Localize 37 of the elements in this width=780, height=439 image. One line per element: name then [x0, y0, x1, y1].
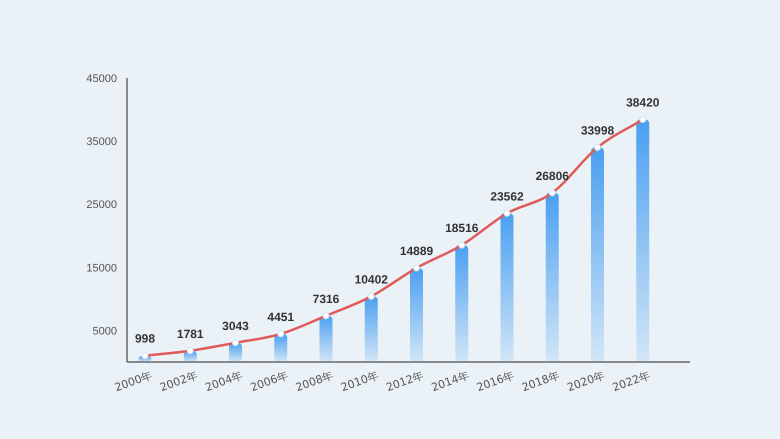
data-label: 3043: [222, 318, 250, 333]
data-label: 26806: [536, 168, 570, 183]
bar: [320, 316, 332, 362]
bar: [410, 268, 423, 362]
y-tick-label: 15000: [86, 262, 117, 274]
y-tick-label: 25000: [86, 199, 117, 212]
y-tick-label: 35000: [86, 136, 117, 148]
data-label: 14889: [400, 244, 434, 258]
bar: [546, 192, 559, 362]
data-label: 4451: [267, 310, 294, 324]
x-tick-label: 2000年: [112, 368, 154, 394]
data-label: 33998: [580, 123, 615, 138]
data-label: 38420: [626, 96, 660, 110]
x-tick-label: 2010年: [339, 368, 380, 394]
data-label: 23562: [490, 189, 524, 204]
bar: [364, 296, 378, 362]
bar: [500, 213, 514, 362]
x-tick-label: 2022年: [610, 368, 652, 394]
bar: [455, 245, 468, 362]
y-tick-label: 5000: [92, 325, 117, 338]
x-tick-label: 2018年: [520, 368, 562, 394]
y-tick-label: 45000: [86, 73, 117, 85]
bar: [636, 120, 650, 362]
x-tick-label: 2004年: [203, 368, 245, 394]
data-label: 18516: [445, 221, 479, 236]
data-label: 7316: [312, 292, 340, 306]
x-tick-label: 2006年: [248, 368, 290, 394]
bar: [591, 147, 604, 362]
data-label: 10402: [354, 272, 388, 286]
x-tick-label: 2012年: [384, 368, 426, 394]
x-tick-label: 2008年: [294, 368, 336, 394]
x-tick-label: 2020年: [565, 368, 607, 394]
x-tick-label: 2002年: [158, 368, 200, 394]
x-tick-label: 2016年: [474, 368, 516, 394]
data-label: 998: [134, 332, 156, 346]
data-label: 1781: [176, 326, 204, 341]
x-tick-label: 2014年: [430, 368, 471, 394]
